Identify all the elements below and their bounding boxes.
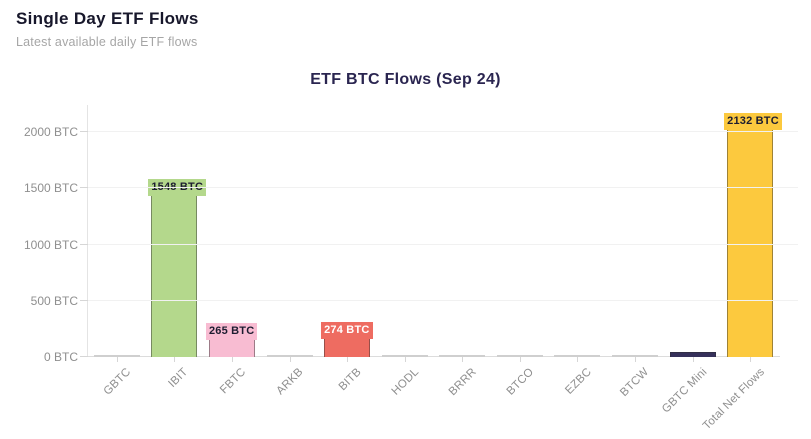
gridline	[88, 131, 798, 132]
category-band-ibit: 1548 BTC IBIT	[146, 105, 207, 390]
chart-title: ETF BTC Flows (Sep 24)	[310, 71, 501, 88]
bar-btcw[interactable]	[611, 355, 658, 357]
category-band-btcw: BTCW	[606, 105, 664, 399]
bar-ezbc[interactable]	[554, 355, 601, 357]
bar-value-label-total-net-flows: 2132 BTC	[724, 113, 782, 130]
x-axis-label-arkb: ARKB	[274, 366, 307, 398]
x-axis-label-hodl: HODL	[389, 366, 422, 398]
page-title: Single Day ETF Flows	[16, 9, 199, 28]
page-header: Single Day ETF Flows Latest available da…	[16, 9, 199, 49]
bar-btco[interactable]	[496, 355, 543, 357]
category-band-total-net-flows: 2132 BTC Total Net Flows	[700, 105, 782, 432]
bar-value-label-fbtc: 265 BTC	[205, 323, 258, 340]
y-axis-tick-label: 2000 BTC	[23, 125, 78, 139]
x-axis-tick	[404, 357, 406, 362]
y-axis-tick-label: 0 BTC	[43, 350, 78, 364]
x-axis-label-gbtc-mini: GBTC Mini	[659, 366, 710, 416]
x-axis-label-total-net-flows: Total Net Flows	[700, 366, 767, 433]
category-band-arkb: ARKB	[261, 105, 319, 397]
x-axis-label-bitb: BITB	[336, 366, 364, 394]
x-axis-label-ezbc: EZBC	[563, 366, 594, 397]
y-axis-tick	[80, 187, 88, 189]
x-axis-tick	[692, 357, 694, 362]
x-axis-label-btco: BTCO	[504, 366, 537, 398]
x-axis-label-btcw: BTCW	[618, 366, 652, 399]
x-axis-label-ibit: IBIT	[166, 366, 191, 390]
y-axis-tick-label: 500 BTC	[30, 293, 78, 308]
x-axis-tick	[116, 357, 118, 362]
bar-gbtc-mini[interactable]	[669, 352, 716, 357]
y-axis: 0 BTC 500 BTC 1000 BTC 1500 BTC 2000 BTC	[0, 105, 78, 364]
category-band-hodl: HODL	[376, 105, 434, 398]
x-axis-tick	[462, 357, 464, 362]
bar-total-net-flows[interactable]	[727, 117, 774, 357]
chart-plot-area: GBTC 1548 BTC IBIT 265 BTC FBTC ARKB 274 BTC BI…	[80, 105, 798, 432]
bar-gbtc[interactable]	[93, 355, 140, 357]
category-band-fbtc: 265 BTC FBTC	[203, 105, 261, 396]
y-axis-tick	[80, 243, 88, 245]
category-band-bitb: 274 BTC BITB	[318, 105, 376, 393]
page-subtitle: Latest available daily ETF flows	[16, 35, 198, 49]
category-band-brrr: BRRR	[433, 105, 491, 398]
x-axis-tick	[347, 357, 349, 362]
y-axis-tick-label: 1500 BTC	[23, 181, 78, 196]
y-axis-tick	[80, 131, 88, 132]
gridline	[88, 299, 798, 301]
x-axis-line	[88, 356, 780, 357]
bar-brrr[interactable]	[439, 355, 486, 357]
category-band-gbtc-mini: GBTC Mini	[660, 105, 722, 416]
gridline	[88, 243, 798, 245]
y-axis-tick	[80, 356, 88, 357]
category-band-gbtc: GBTC	[88, 105, 146, 398]
bar-arkb[interactable]	[266, 355, 313, 357]
bar-ibit[interactable]	[151, 183, 198, 357]
x-axis-tick	[519, 357, 521, 362]
x-axis-tick	[174, 357, 176, 362]
x-axis-tick	[231, 357, 233, 362]
gridline	[88, 187, 798, 189]
bars-container: GBTC 1548 BTC IBIT 265 BTC FBTC ARKB 274 BTC BI…	[88, 105, 782, 432]
x-axis-label-fbtc: FBTC	[218, 366, 249, 397]
bar-value-label-bitb: 274 BTC	[321, 322, 373, 339]
category-band-btco: BTCO	[491, 105, 549, 398]
x-axis-tick	[577, 357, 579, 362]
y-axis-tick-label: 1000 BTC	[23, 237, 78, 252]
x-axis-label-gbtc: GBTC	[101, 366, 134, 398]
x-axis-label-brrr: BRRR	[446, 366, 479, 399]
y-axis-tick	[80, 299, 88, 301]
x-axis-tick	[634, 357, 636, 362]
x-axis-tick	[289, 357, 291, 362]
category-band-ezbc: EZBC	[549, 105, 607, 397]
x-axis-tick	[750, 357, 752, 362]
bar-hodl[interactable]	[381, 355, 428, 357]
